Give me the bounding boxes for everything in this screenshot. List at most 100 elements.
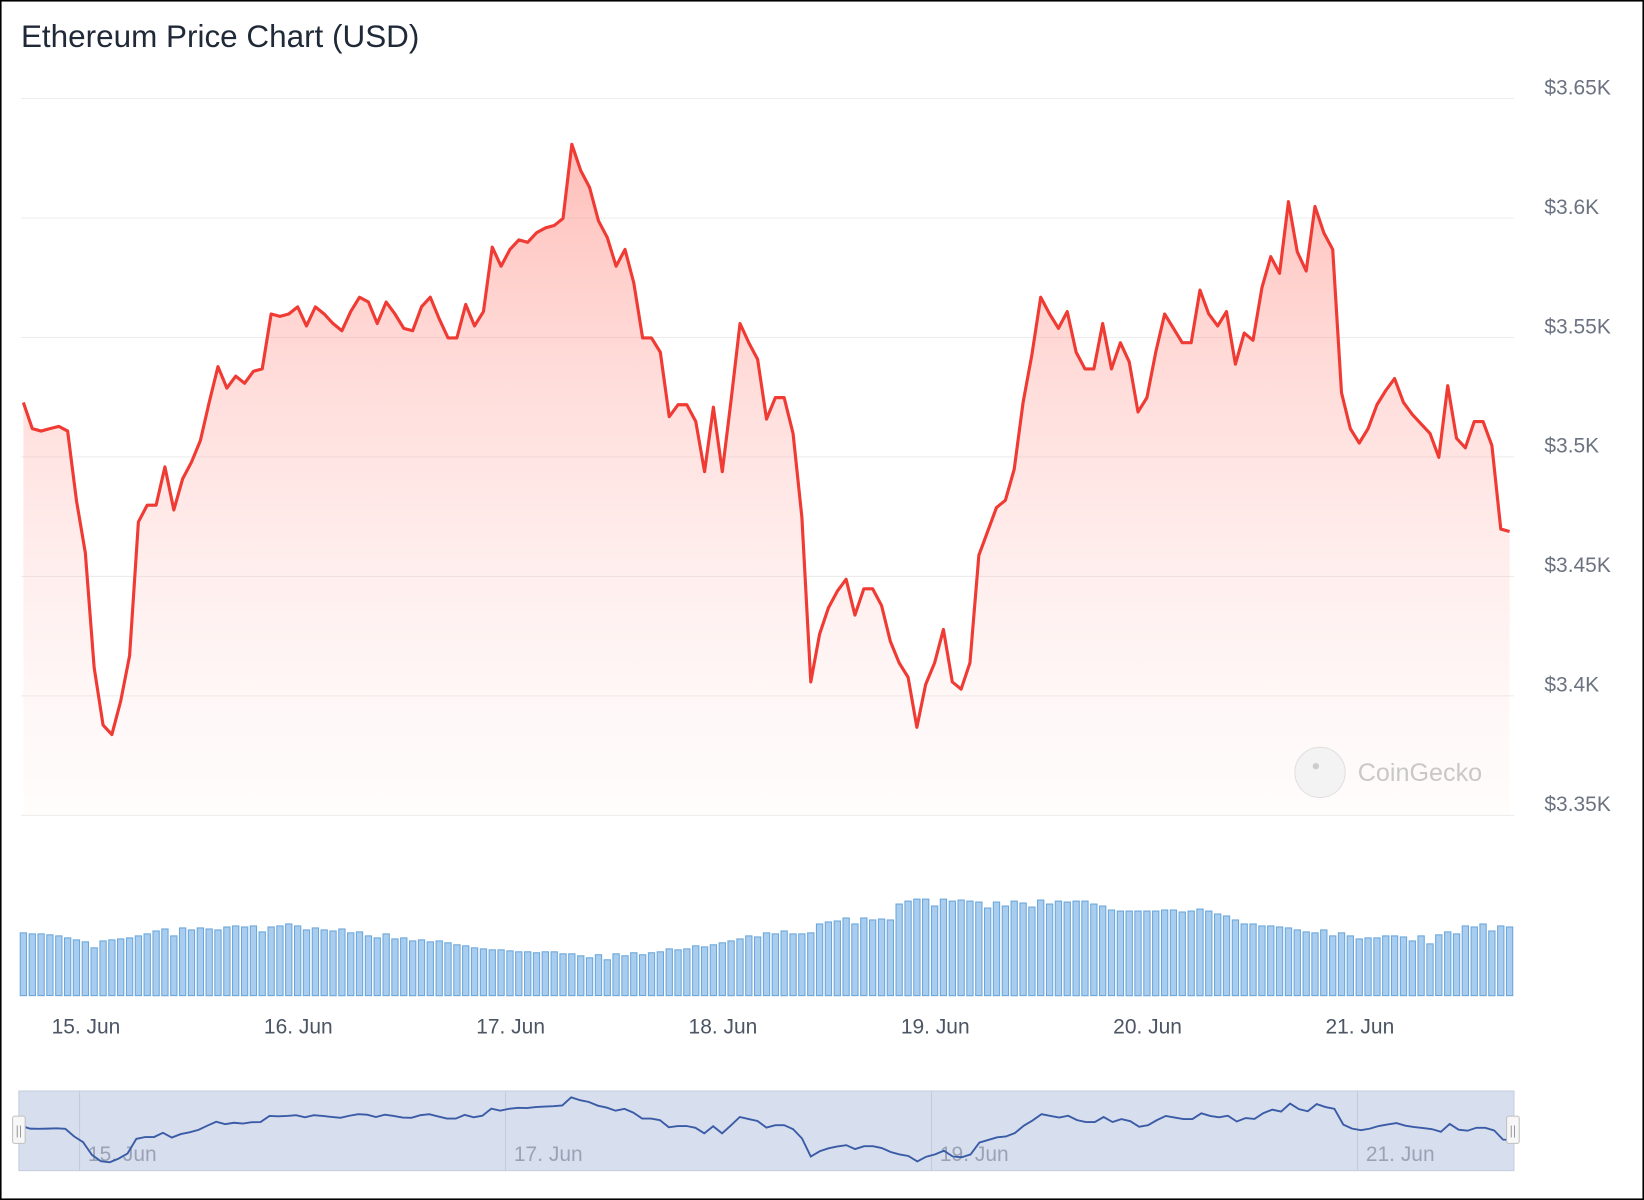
navigator[interactable]: 15. Jun 17. Jun 19. Jun 21. Jun || ||	[12, 1090, 1520, 1172]
volume-bar	[152, 930, 160, 997]
volume-bar	[948, 900, 956, 997]
volume-bar	[798, 933, 806, 997]
navigator-handle-left[interactable]: ||	[12, 1115, 26, 1144]
volume-bar	[1408, 940, 1416, 997]
volume-bar	[1090, 903, 1098, 997]
handle-grip-icon: ||	[16, 1124, 23, 1138]
volume-bar	[1037, 899, 1045, 997]
volume-bar	[1337, 932, 1346, 997]
volume-bar	[1320, 929, 1328, 997]
volume-bar	[922, 898, 930, 997]
volume-bar	[267, 926, 275, 997]
volume-bar	[939, 898, 948, 997]
volume-bar	[1355, 938, 1363, 997]
volume-bar	[1178, 911, 1186, 997]
navigator-series-line	[20, 1096, 1512, 1164]
volume-bar	[355, 931, 364, 997]
volume-bar	[603, 959, 611, 997]
volume-bar	[683, 948, 691, 997]
volume-bar	[232, 925, 240, 997]
volume-bar	[983, 907, 992, 997]
volume-bar	[736, 938, 744, 997]
volume-bar	[391, 938, 399, 997]
volume-bar	[19, 932, 28, 997]
volume-bar	[1169, 909, 1178, 997]
volume-bar	[382, 933, 390, 997]
volume-bar	[727, 940, 735, 997]
volume-bar	[992, 901, 1001, 997]
volume-bar	[1063, 901, 1071, 997]
x-tick-label: 18. Jun	[689, 1015, 758, 1038]
volume-bar	[1497, 925, 1505, 997]
volume-bar	[656, 951, 664, 997]
volume-bar	[1196, 908, 1204, 997]
volume-bar	[1107, 909, 1116, 997]
volume-bar	[462, 945, 470, 997]
volume-bar	[178, 927, 187, 997]
volume-bar	[1099, 905, 1107, 997]
volume-bar	[329, 930, 337, 997]
watermark-text: CoinGecko	[1358, 759, 1482, 787]
volume-bar	[674, 949, 682, 997]
volume-bar	[1028, 906, 1036, 997]
navigator-tick-label: 17. Jun	[514, 1143, 583, 1166]
volume-bar	[435, 940, 443, 997]
volume-bar	[630, 952, 638, 997]
volume-bar	[28, 933, 36, 997]
volume-bar	[762, 932, 771, 997]
volume-bar	[1275, 926, 1284, 997]
navigator-tick-label: 19. Jun	[940, 1143, 1009, 1166]
volume-bar	[302, 929, 311, 997]
volume-bar	[276, 925, 284, 997]
volume-bar	[187, 929, 196, 997]
volume-bar	[240, 926, 249, 997]
volume-bar	[99, 940, 107, 997]
volume-bar	[1373, 937, 1381, 997]
volume-bar	[975, 901, 983, 997]
volume-bar	[311, 927, 320, 997]
x-tick-label: 19. Jun	[901, 1015, 970, 1038]
x-tick-label: 16. Jun	[264, 1015, 333, 1038]
chart-title: Ethereum Price Chart (USD)	[21, 19, 419, 54]
volume-bar	[134, 935, 143, 997]
volume-bar	[223, 926, 231, 997]
volume-bar	[966, 900, 974, 997]
volume-bar	[453, 944, 461, 997]
volume-bar	[957, 899, 965, 997]
y-tick-label: $3.65K	[1544, 76, 1610, 99]
volume-bar	[1045, 903, 1054, 997]
navigator-window[interactable]	[18, 1090, 1515, 1172]
volume-bar	[877, 918, 886, 997]
volume-bar	[1444, 931, 1452, 997]
volume-bar	[1222, 915, 1231, 997]
volume-bar	[444, 942, 452, 997]
volume-bar	[1019, 902, 1027, 997]
volume-bar	[550, 951, 558, 997]
volume-bars	[19, 898, 1514, 997]
y-axis-labels: $3.35K $3.4K $3.45K $3.5K $3.55K $3.6K $3.65K	[1544, 76, 1610, 816]
volume-bar	[868, 919, 877, 997]
x-axis-labels: 15. Jun 16. Jun 17. Jun 18. Jun 19. Jun 20. J…	[52, 1015, 1395, 1038]
volume-bar	[718, 942, 726, 997]
x-tick-label: 20. Jun	[1113, 1015, 1182, 1038]
gecko-logo-icon	[1294, 746, 1346, 799]
volume-bar	[417, 939, 426, 997]
navigator-handle-right[interactable]: ||	[1506, 1115, 1520, 1144]
volume-bar	[37, 933, 45, 997]
y-tick-label: $3.6K	[1544, 196, 1599, 219]
volume-bar	[913, 898, 921, 997]
x-tick-label: 17. Jun	[476, 1015, 545, 1038]
volume-bar	[745, 935, 753, 997]
volume-bar	[1231, 919, 1240, 997]
gecko-eye-icon	[1312, 762, 1319, 770]
volume-bar	[293, 925, 302, 997]
volume-bar	[1072, 900, 1080, 997]
volume-bar	[400, 937, 408, 997]
volume-bar	[1081, 900, 1089, 997]
volume-bar	[700, 946, 709, 997]
volume-bar	[1452, 933, 1461, 997]
price-line[interactable]	[21, 142, 1511, 737]
y-tick-label: $3.55K	[1544, 315, 1610, 338]
price-area-fill	[23, 144, 1510, 817]
volume-bar	[161, 928, 169, 997]
